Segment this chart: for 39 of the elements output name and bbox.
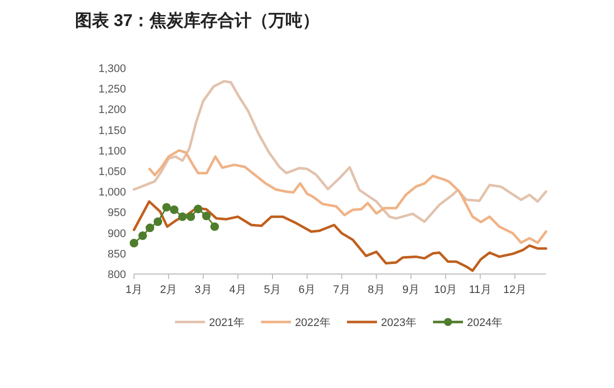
y-tick-label: 1,100 xyxy=(98,145,126,158)
y-tick-label: 1,050 xyxy=(98,166,126,178)
point xyxy=(194,204,202,214)
point xyxy=(162,202,171,212)
x-tick-label: 4月 xyxy=(229,284,246,296)
x-tick-label: 11月 xyxy=(469,284,492,296)
x-tick-label: 9月 xyxy=(402,284,420,296)
legend-label: 2023年 xyxy=(381,317,416,329)
x-tick-label: 6月 xyxy=(298,284,316,296)
y-tick-label: 950 xyxy=(108,207,126,220)
x-tick-label: 10月 xyxy=(434,284,458,296)
legend-label: 2021年 xyxy=(209,317,244,329)
point xyxy=(130,238,138,248)
point xyxy=(138,231,147,240)
y-tick-label: 850 xyxy=(108,248,126,260)
point xyxy=(202,212,211,220)
y-tick-label: 800 xyxy=(108,269,126,281)
y-tick-label: 900 xyxy=(108,228,126,240)
x-tick-label: 1月 xyxy=(125,284,143,296)
point xyxy=(154,217,162,226)
x-tick-label: 7月 xyxy=(333,284,350,296)
legend-label: 2024年 xyxy=(467,317,502,329)
point xyxy=(210,222,219,231)
point xyxy=(186,212,196,222)
x-tick-label: 3月 xyxy=(194,284,212,296)
y-tick-label: 1,150 xyxy=(98,124,126,137)
point xyxy=(146,224,154,232)
legend-label: 2022年 xyxy=(295,317,330,329)
x-tick-label: 2月 xyxy=(160,284,178,296)
y-tick-label: 1,200 xyxy=(98,104,126,116)
point xyxy=(170,205,178,214)
chart-title: 图表 37：焦炭库存合计（万吨） xyxy=(75,11,320,30)
y-tick-label: 1,300 xyxy=(98,63,126,75)
x-tick-label: 5月 xyxy=(264,284,282,296)
point xyxy=(178,212,187,222)
x-tick-label: 8月 xyxy=(368,284,385,296)
y-tick-label: 1,000 xyxy=(98,186,126,199)
x-tick-label: 12月 xyxy=(503,284,526,296)
y-tick-label: 1,250 xyxy=(98,84,126,96)
